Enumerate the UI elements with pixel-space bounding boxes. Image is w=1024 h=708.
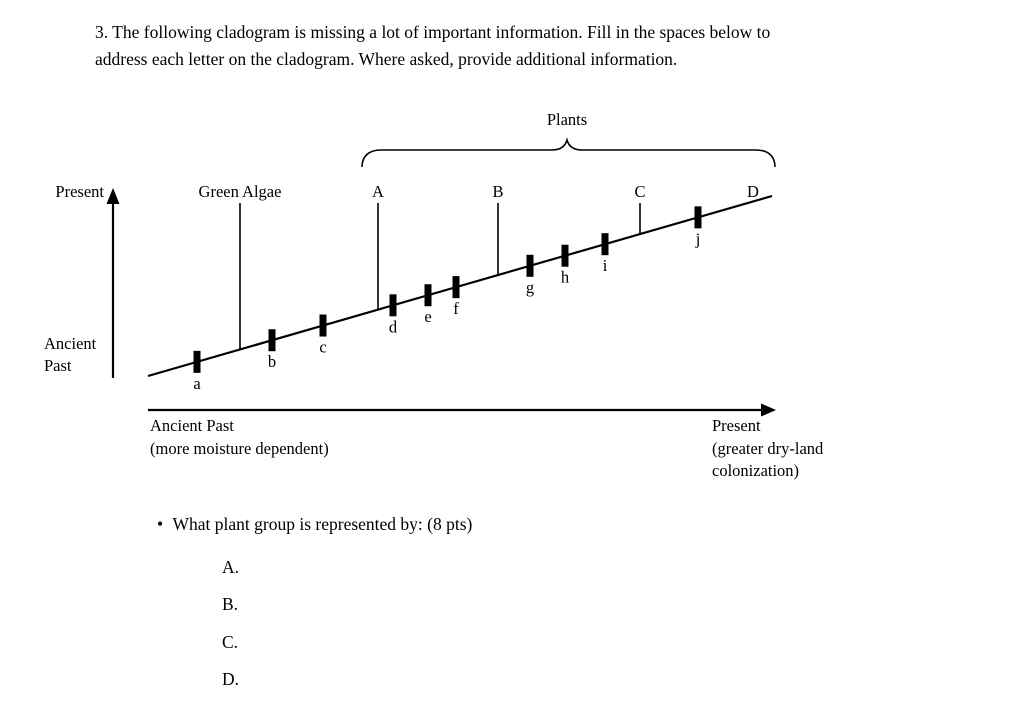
- answer-item-c: C.: [222, 631, 239, 652]
- tick-mark: [601, 233, 609, 256]
- tick-label: c: [319, 338, 326, 357]
- answer-item-list: A. B. C. D.: [222, 549, 239, 699]
- tick-mark: [389, 294, 397, 317]
- bullet-icon: •: [157, 514, 164, 534]
- branch-label: B: [492, 182, 503, 201]
- x-axis-right-label-3: colonization): [712, 461, 799, 480]
- y-axis-arrowhead-icon: [106, 188, 120, 204]
- tick-mark: [452, 276, 460, 299]
- tick-label: d: [389, 317, 398, 336]
- question-heading: 3. The following cladogram is missing a …: [95, 19, 965, 73]
- answer-item-d: D.: [222, 669, 240, 690]
- branch-label: D: [747, 182, 759, 201]
- question-prompt: What plant group is represented by: (8 p…: [172, 514, 473, 534]
- tick-mark: [193, 350, 201, 373]
- x-axis-right-label-1: Present: [712, 416, 761, 435]
- branches-and-ticks: Green Algae A B C Da b c d e f g h i j: [193, 182, 759, 393]
- tick-label: j: [695, 229, 701, 248]
- y-axis-bottom-label-1: Ancient: [44, 334, 97, 353]
- y-axis-top-label: Present: [55, 182, 104, 201]
- tick-mark: [319, 314, 327, 337]
- heading-line-2: address each letter on the cladogram. Wh…: [95, 49, 678, 69]
- y-axis-bottom-label-2: Past: [44, 356, 72, 375]
- cladogram-diagram: Plants Present Ancient Past Green Algae A…: [44, 110, 824, 480]
- x-axis-left-label-1: Ancient Past: [150, 416, 234, 435]
- tick-mark: [561, 244, 569, 267]
- question-prompt-row: • What plant group is represented by: (8…: [157, 514, 757, 535]
- tick-label: e: [424, 307, 431, 326]
- branch-label: A: [372, 182, 384, 201]
- tick-mark: [526, 254, 534, 277]
- answer-item-a: A.: [222, 557, 240, 577]
- x-axis-left-label-2: (more moisture dependent): [150, 439, 329, 458]
- x-axis-arrowhead-icon: [761, 403, 776, 417]
- tick-mark: [268, 329, 276, 352]
- answer-item-b: B.: [222, 594, 239, 615]
- branch-label: Green Algae: [199, 182, 282, 201]
- heading-line-1: 3. The following cladogram is missing a …: [95, 22, 771, 42]
- tick-label: b: [268, 352, 276, 371]
- tick-label: h: [561, 268, 570, 287]
- tick-mark: [424, 284, 432, 307]
- plants-brace: [361, 137, 776, 168]
- tick-label: g: [526, 278, 534, 297]
- tick-label: i: [603, 256, 608, 275]
- main-lineage-line: [147, 194, 773, 378]
- tick-mark: [694, 206, 702, 229]
- tick-label: a: [193, 374, 201, 393]
- branch-label: C: [634, 182, 645, 201]
- x-axis-right-label-2: (greater dry-land: [712, 439, 824, 458]
- tick-label: f: [453, 299, 459, 318]
- plants-group-label: Plants: [547, 110, 587, 129]
